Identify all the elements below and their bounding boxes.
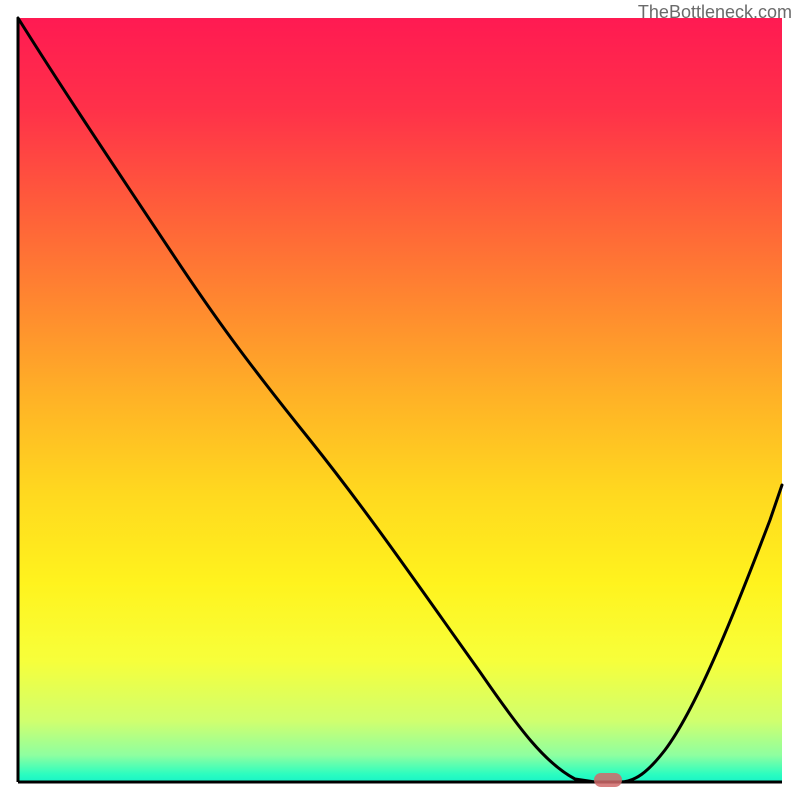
gradient-background — [18, 18, 782, 782]
chart-container: TheBottleneck.com — [0, 0, 800, 800]
plot-area — [0, 0, 800, 800]
chart-svg — [0, 0, 800, 800]
optimum-marker — [594, 773, 622, 787]
watermark-text: TheBottleneck.com — [638, 2, 792, 23]
